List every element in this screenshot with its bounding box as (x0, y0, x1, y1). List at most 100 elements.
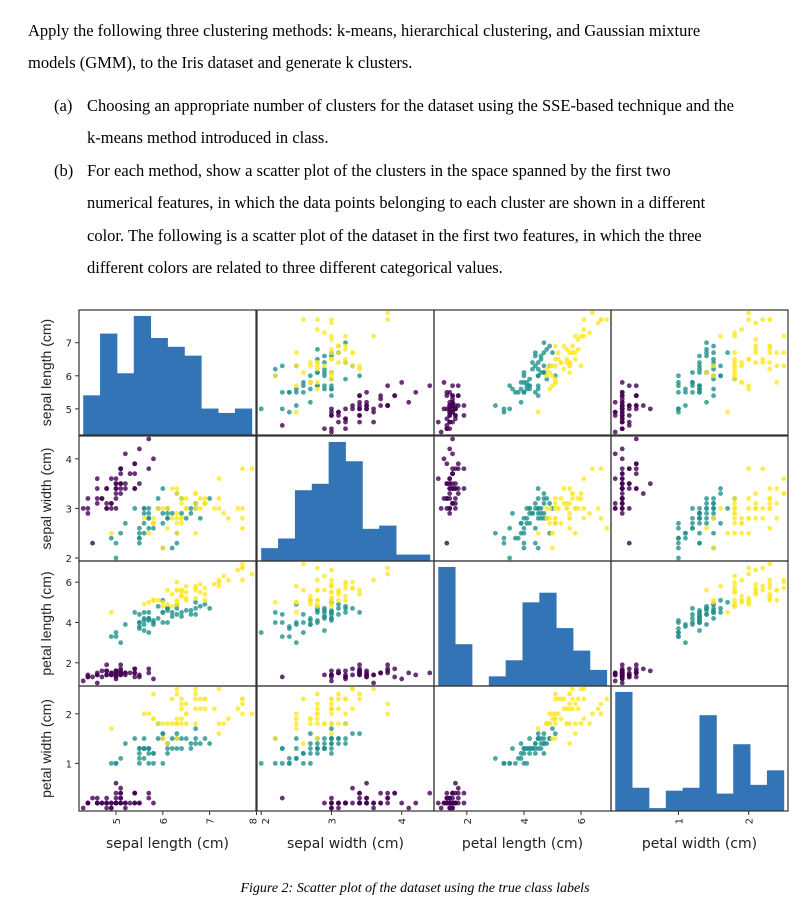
data-point (165, 510, 170, 516)
data-point (444, 540, 450, 546)
data-point (151, 620, 156, 625)
data-point (732, 350, 738, 356)
data-point (767, 577, 773, 583)
data-point (151, 525, 156, 531)
data-point (307, 751, 313, 756)
data-point (174, 731, 180, 737)
data-point (364, 795, 369, 801)
data-point (108, 610, 114, 615)
data-point (683, 386, 688, 392)
y-tick-label: 2 (66, 710, 72, 721)
data-point (329, 356, 334, 362)
data-point (183, 583, 189, 589)
data-point (558, 716, 564, 722)
data-point (604, 317, 610, 322)
data-point (202, 591, 208, 597)
data-point (132, 471, 138, 477)
data-point (595, 320, 601, 326)
data-point (676, 540, 681, 546)
data-point (732, 573, 738, 579)
data-point (113, 496, 119, 501)
data-point (113, 540, 119, 546)
data-point (570, 343, 575, 349)
data-point (293, 716, 299, 722)
data-point (315, 346, 320, 352)
data-point (197, 506, 203, 511)
cell-0-1 (256, 309, 435, 436)
data-point (527, 751, 533, 756)
data-point (315, 366, 320, 372)
data-point (385, 668, 391, 674)
data-point (535, 510, 541, 516)
data-point (179, 706, 184, 712)
data-point (193, 612, 198, 617)
data-point (357, 800, 362, 806)
data-point (510, 510, 515, 516)
item-a-line-1: Choosing an appropriate number of cluste… (87, 96, 734, 115)
data-point (343, 736, 348, 741)
data-point (774, 363, 780, 369)
y-tick-label: 5 (66, 405, 72, 416)
data-point (141, 610, 147, 615)
data-point (447, 413, 453, 418)
data-point (732, 330, 738, 336)
data-point (357, 670, 362, 676)
data-point (343, 406, 348, 412)
data-point (188, 510, 194, 516)
histogram-bar (396, 554, 414, 561)
data-point (141, 530, 147, 536)
data-point (447, 800, 453, 806)
data-point (221, 510, 227, 516)
data-point (137, 530, 142, 536)
data-point (746, 496, 752, 501)
data-point (197, 496, 203, 501)
data-point (357, 393, 362, 399)
data-point (350, 800, 355, 806)
data-point (329, 711, 334, 717)
data-point (704, 350, 709, 356)
data-point (527, 520, 533, 526)
data-point (188, 607, 194, 613)
data-point (350, 686, 355, 692)
data-point (447, 409, 453, 415)
data-point (578, 363, 584, 369)
data-point (315, 317, 320, 322)
data-point (521, 370, 527, 375)
data-point (146, 506, 152, 511)
data-point (118, 530, 124, 536)
data-point (378, 670, 384, 676)
data-point (329, 721, 334, 727)
data-point (732, 360, 738, 365)
data-point (174, 716, 180, 722)
data-point (307, 399, 313, 405)
data-point (336, 360, 341, 365)
intro-line-1: Apply the following three clustering met… (28, 21, 701, 40)
data-point (160, 736, 166, 741)
data-point (552, 506, 558, 511)
data-point (633, 670, 639, 676)
data-point (676, 380, 681, 385)
data-point (141, 736, 147, 741)
data-point (183, 515, 189, 521)
data-point (122, 800, 128, 806)
histogram-bar (116, 373, 135, 435)
data-point (371, 686, 376, 692)
data-point (293, 363, 299, 369)
data-point (329, 429, 334, 435)
data-point (399, 800, 405, 806)
data-point (307, 597, 313, 603)
data-point (113, 780, 119, 786)
data-point (141, 510, 147, 516)
data-point (781, 350, 787, 356)
data-point (564, 506, 570, 511)
data-point (357, 790, 362, 796)
data-point (767, 360, 773, 365)
data-point (141, 628, 147, 633)
data-point (336, 605, 341, 611)
data-point (137, 674, 142, 680)
data-point (718, 520, 723, 526)
data-point (619, 466, 625, 472)
data-point (435, 419, 441, 425)
data-point (564, 360, 570, 365)
data-point (633, 486, 639, 491)
